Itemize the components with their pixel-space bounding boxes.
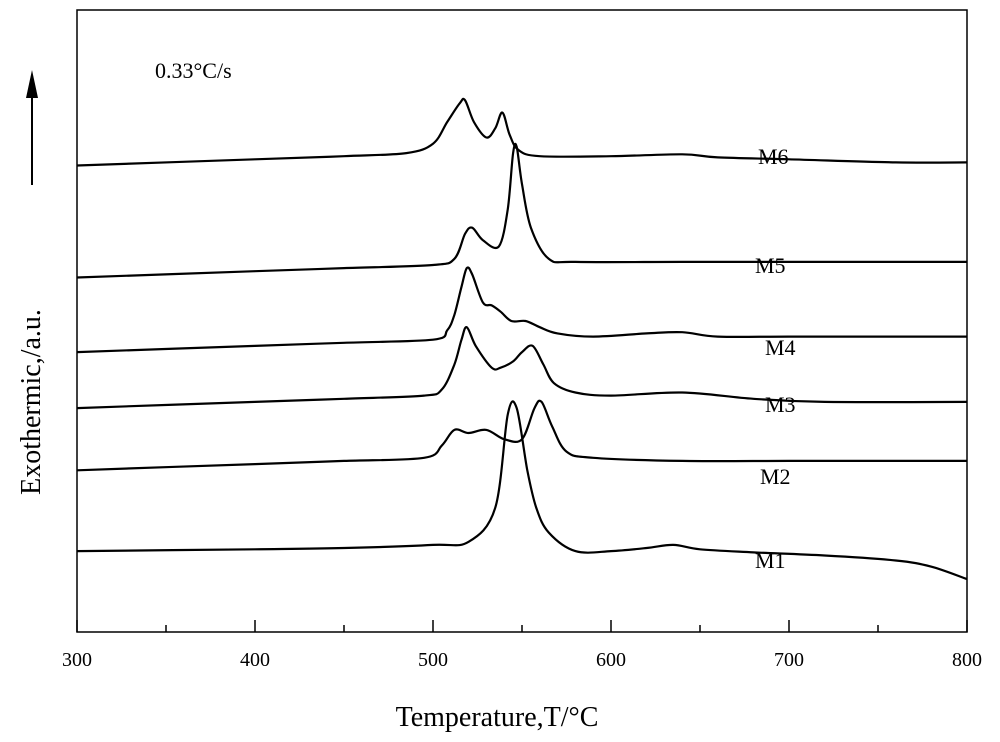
x-axis-ticks [77, 620, 967, 632]
series-label-m5: M5 [755, 253, 786, 278]
y-axis-arrow [26, 70, 38, 185]
series-line-m6 [77, 99, 967, 166]
x-tick-label: 400 [240, 649, 270, 671]
heating-rate-annotation: 0.33°C/s [155, 58, 232, 83]
series-label-m3: M3 [765, 392, 796, 417]
x-tick-label: 600 [596, 649, 626, 671]
x-axis-label: Temperature,T/°C [396, 702, 599, 733]
series-line-m1 [77, 401, 967, 579]
x-tick-label: 300 [62, 649, 92, 671]
x-tick-label: 800 [952, 649, 982, 671]
series-line-m4 [77, 267, 967, 352]
series-label-m4: M4 [765, 335, 796, 360]
series-labels: M1 M2 M3 M4 M5 M6 [755, 144, 796, 573]
series-label-m1: M1 [755, 548, 786, 573]
y-axis-label-group: Exothermic,/a.u. [16, 309, 47, 495]
arrow-up-icon [26, 70, 38, 98]
series-label-m2: M2 [760, 464, 791, 489]
x-tick-label: 700 [774, 649, 804, 671]
y-axis-label: Exothermic,/a.u. [16, 309, 47, 495]
series-label-m6: M6 [758, 144, 789, 169]
series-line-m3 [77, 327, 967, 408]
x-tick-label: 500 [418, 649, 448, 671]
plot-area [77, 99, 967, 579]
x-axis-tick-labels: 300 400 500 600 700 800 [62, 649, 982, 671]
series-line-m5 [77, 144, 967, 278]
